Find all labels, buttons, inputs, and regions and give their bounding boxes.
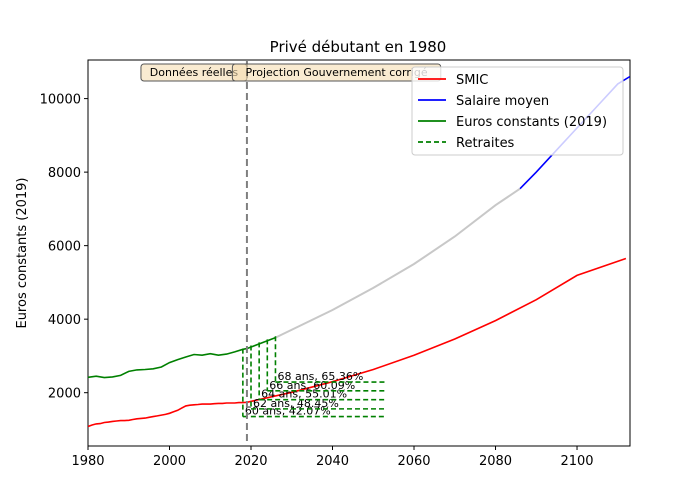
legend-label-3: Retraites xyxy=(456,136,515,151)
series-line-3 xyxy=(275,187,521,339)
y-tick-label: 6000 xyxy=(48,240,81,255)
plot-area: 60 ans, 42.07%62 ans, 48.45%64 ans, 55.0… xyxy=(87,59,631,447)
retraite-label-4: 68 ans, 65.36% xyxy=(277,370,363,383)
x-tick-label: 2100 xyxy=(560,454,593,469)
x-tick-label: 2020 xyxy=(234,454,267,469)
annotations: Données réelles Projection Gouvernement c… xyxy=(140,63,442,82)
legend: SMIC Salaire moyen Euros constants (2019) R… xyxy=(411,66,624,156)
y-tick-label: 2000 xyxy=(48,387,81,402)
retraite-label-0: 60 ans, 42.07% xyxy=(245,405,331,418)
x-tick-label: 2040 xyxy=(316,454,349,469)
series-group: 60 ans, 42.07%62 ans, 48.45%64 ans, 55.0… xyxy=(88,75,630,428)
legend-box xyxy=(411,66,624,156)
annotation-label-1: Projection Gouvernement corrigé xyxy=(246,66,428,79)
legend-label-1: Salaire moyen xyxy=(456,94,549,109)
annotation-label-0: Données réelles xyxy=(150,66,239,79)
y-tick-label: 10000 xyxy=(40,93,81,108)
series-line-2 xyxy=(88,336,276,379)
axis-ticks: 1980 2000 2020 2040 2060 2080 2100 2000 4000 6000… xyxy=(40,93,594,469)
x-tick-label: 1980 xyxy=(71,454,104,469)
series-line-0 xyxy=(88,257,627,428)
x-tick-label: 2080 xyxy=(479,454,512,469)
legend-label-0: SMIC xyxy=(456,73,488,88)
x-tick-label: 2000 xyxy=(153,454,186,469)
chart-title: Privé débutant en 1980 xyxy=(270,38,447,56)
x-tick-label: 2060 xyxy=(397,454,430,469)
y-tick-label: 4000 xyxy=(48,313,81,328)
y-tick-label: 8000 xyxy=(48,166,81,181)
legend-label-2: Euros constants (2019) xyxy=(456,115,607,130)
plot-frame xyxy=(87,59,631,447)
y-axis-label: Euros constants (2019) xyxy=(15,177,30,328)
